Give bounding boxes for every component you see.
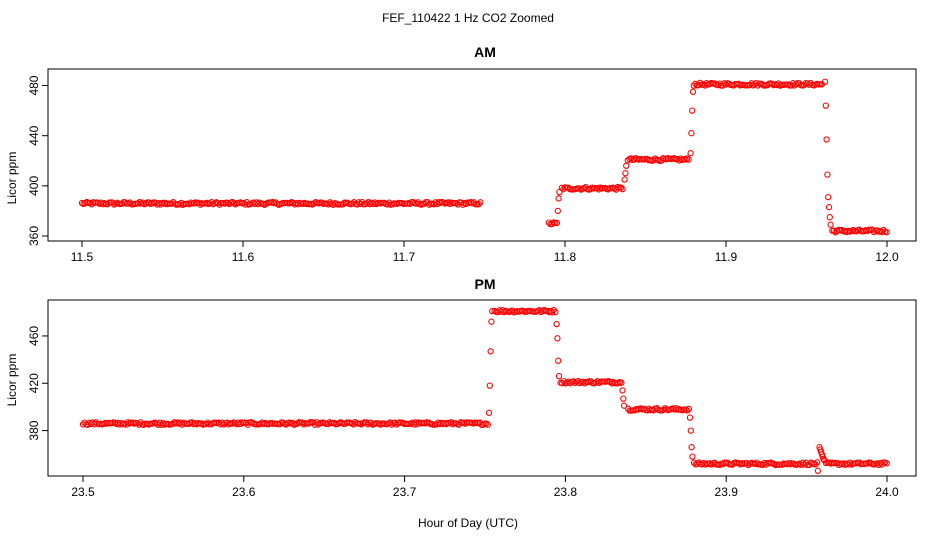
y-axis-label-am: Licor ppm bbox=[5, 152, 19, 205]
segment-pm-5 bbox=[822, 459, 890, 469]
transition-point-pm-6 bbox=[554, 335, 561, 342]
x-tick-label-am-3: 11.8 bbox=[554, 250, 577, 264]
y-tick-label-am-2: 440 bbox=[27, 125, 41, 145]
transition-point-am-2 bbox=[556, 188, 563, 196]
transition-point-pm-15 bbox=[689, 453, 696, 460]
transition-point-pm-0 bbox=[485, 409, 493, 416]
segment-am-4 bbox=[690, 79, 825, 89]
transition-point-pm-13 bbox=[687, 427, 694, 434]
data-point bbox=[483, 420, 490, 427]
data-point bbox=[484, 421, 491, 428]
ticks-am: 11.5 11.6 11.7 11.8 11.9 12.0 360 400 440 480 bbox=[27, 75, 899, 264]
segment-am-0 bbox=[78, 198, 484, 208]
transition-point-pm-3 bbox=[488, 318, 495, 325]
transition-point-pm-9 bbox=[619, 387, 626, 394]
segment-pm-3 bbox=[624, 404, 693, 414]
transition-point-am-12 bbox=[823, 136, 830, 143]
data-point bbox=[883, 460, 890, 467]
data-point bbox=[883, 229, 890, 236]
y-tick-label-pm-2: 460 bbox=[27, 326, 41, 346]
panel-title-am: AM bbox=[474, 44, 496, 60]
x-tick-label-am-4: 11.9 bbox=[715, 250, 738, 264]
x-tick-label-pm-4: 23.9 bbox=[715, 485, 739, 499]
transition-point-pm-4 bbox=[489, 307, 496, 315]
transition-point-am-4 bbox=[622, 170, 629, 177]
x-axis-label: Hour of Day (UTC) bbox=[418, 516, 518, 530]
data-point bbox=[618, 379, 625, 386]
transition-point-am-9 bbox=[689, 88, 697, 95]
y-axis-label-pm: Licor ppm bbox=[5, 354, 19, 407]
data-point bbox=[799, 459, 806, 466]
y-tick-label-am-1: 400 bbox=[27, 176, 41, 196]
y-tick-label-pm-0: 380 bbox=[27, 420, 41, 440]
transition-point-am-13 bbox=[824, 171, 831, 178]
y-tick-label-am-3: 480 bbox=[27, 75, 41, 95]
transition-point-pm-5 bbox=[553, 320, 560, 328]
transition-point-pm-11 bbox=[620, 402, 628, 409]
data-point bbox=[685, 405, 693, 413]
segment-pm-4 bbox=[690, 459, 821, 469]
data-point bbox=[684, 407, 691, 414]
x-tick-label-pm-1: 23.6 bbox=[232, 485, 256, 499]
transition-point-am-11 bbox=[822, 102, 829, 109]
x-tick-label-am-1: 11.6 bbox=[232, 250, 255, 264]
transition-point-am-16 bbox=[826, 214, 833, 221]
points-am bbox=[78, 78, 890, 236]
plot-frame-am bbox=[47, 68, 917, 242]
x-tick-label-pm-5: 24.0 bbox=[875, 485, 899, 499]
x-tick-label-pm-2: 23.7 bbox=[393, 485, 417, 499]
segment-am-3 bbox=[624, 155, 692, 165]
y-tick-label-pm-1: 420 bbox=[27, 373, 41, 393]
x-tick-label-am-2: 11.7 bbox=[393, 250, 416, 264]
transition-point-am-5 bbox=[623, 162, 630, 169]
transition-point-am-7 bbox=[688, 130, 695, 137]
transition-point-am-10 bbox=[821, 78, 829, 85]
segment-am-1 bbox=[545, 219, 561, 228]
transition-point-am-6 bbox=[687, 150, 694, 157]
points-pm bbox=[79, 306, 890, 474]
transition-point-pm-1 bbox=[486, 382, 493, 389]
data-point bbox=[477, 199, 484, 206]
plot-frame-pm bbox=[47, 299, 917, 477]
segment-pm-0 bbox=[79, 419, 491, 428]
segment-am-2 bbox=[558, 183, 626, 193]
transition-point-pm-2 bbox=[487, 348, 494, 355]
transition-point-am-8 bbox=[689, 107, 696, 114]
panel-title-pm: PM bbox=[475, 276, 496, 292]
segment-pm-2 bbox=[557, 377, 625, 387]
transition-point-pm-12 bbox=[686, 414, 694, 421]
transition-point-am-3 bbox=[621, 176, 628, 183]
segment-am-5 bbox=[829, 226, 890, 236]
x-tick-label-pm-0: 23.5 bbox=[71, 485, 95, 499]
transition-point-am-15 bbox=[825, 204, 833, 211]
y-tick-label-am-0: 360 bbox=[27, 226, 41, 246]
data-point bbox=[617, 184, 625, 191]
transition-point-am-14 bbox=[825, 193, 832, 201]
transition-point-am-17 bbox=[827, 221, 834, 228]
data-point bbox=[553, 219, 561, 227]
transition-point-am-1 bbox=[555, 195, 562, 202]
data-point bbox=[683, 155, 691, 162]
transition-point-pm-7 bbox=[555, 357, 562, 364]
data-point bbox=[552, 309, 559, 316]
transition-point-am-0 bbox=[554, 207, 561, 215]
chart-title: FEF_110422 1 Hz CO2 Zoomed bbox=[382, 11, 554, 25]
data-point bbox=[814, 459, 821, 466]
transition-point-pm-10 bbox=[620, 395, 627, 402]
transition-point-pm-8 bbox=[555, 373, 563, 380]
transition-point-pm-14 bbox=[688, 444, 695, 451]
transition-point-pm-23 bbox=[821, 457, 828, 464]
segment-pm-1 bbox=[491, 306, 559, 316]
data-point bbox=[697, 79, 704, 87]
transition-point-pm-16 bbox=[814, 467, 822, 474]
data-point bbox=[685, 156, 692, 163]
data-point bbox=[619, 185, 626, 193]
panel-am: AM Licor ppm 11.5 11.6 11.7 11.8 11.9 12.0 360… bbox=[5, 44, 917, 264]
panel-pm: PM Licor ppm 23.5 23.6 23.7 23.8 23.9 24.0 380… bbox=[5, 276, 917, 499]
x-tick-label-am-0: 11.5 bbox=[71, 250, 94, 264]
x-tick-label-pm-3: 23.8 bbox=[554, 485, 578, 499]
ticks-pm: 23.5 23.6 23.7 23.8 23.9 24.0 380 420 460 bbox=[27, 326, 899, 499]
x-tick-label-am-5: 12.0 bbox=[875, 250, 899, 264]
